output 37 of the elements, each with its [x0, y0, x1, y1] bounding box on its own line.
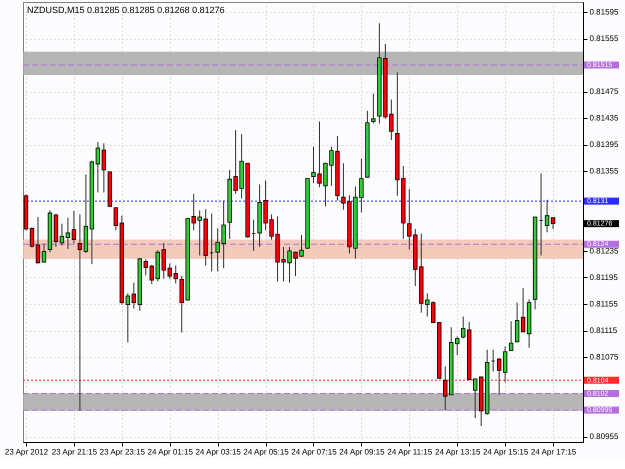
y-tick-label: 0.81595 [590, 7, 619, 16]
x-tick-label: 23 Apr 21:15 [52, 448, 98, 456]
x-tick-label: 24 Apr 09:15 [339, 448, 386, 456]
candlestick [30, 227, 34, 248]
x-tick-label: 24 Apr 05:15 [243, 448, 290, 456]
candlestick [317, 120, 322, 188]
candlestick [311, 146, 316, 184]
candlestick [371, 93, 376, 124]
candlestick [36, 216, 40, 264]
x-tick-label: 24 Apr 15:15 [482, 448, 529, 456]
x-tick-label: 24 Apr 01:15 [148, 448, 194, 456]
x-tick-label: 24 Apr 03:15 [195, 448, 242, 456]
candlestick [299, 234, 304, 258]
y-tick-label: 0.81395 [590, 140, 619, 150]
candlestick [508, 320, 514, 351]
y-tick-label: 0.81475 [590, 87, 619, 96]
y-tick-label: 0.81555 [590, 34, 619, 43]
y-tick-label: 0.81155 [590, 299, 618, 308]
y-tick-label: 0.81435 [590, 114, 619, 123]
chart-title: NZDUSD,M15 0.81285 0.81285 0.81268 0.81276 [27, 5, 225, 15]
candlestick [293, 251, 298, 277]
x-tick-label: 24 Apr 11:15 [387, 448, 433, 456]
candlestick [287, 246, 292, 284]
x-tick-label: 23 Apr 2012 [4, 448, 49, 456]
x-tick-label: 23 Apr 23:15 [100, 448, 146, 456]
candlestick [323, 162, 328, 207]
y-tick-label: 0.81355 [590, 166, 619, 176]
y-tick-label: 0.81075 [590, 352, 619, 362]
x-tick-label: 24 Apr 13:15 [435, 448, 481, 456]
y-tick-label: 0.81115 [590, 326, 618, 336]
y-tick-label: 0.80955 [590, 432, 619, 442]
y-tick-label: 0.81195 [590, 272, 618, 282]
candlestick [42, 243, 46, 264]
x-tick-label: 24 Apr 17:15 [530, 448, 577, 456]
candlestick [281, 246, 286, 282]
x-tick-label: 24 Apr 07:15 [291, 448, 338, 456]
y-tick-label: 0.81235 [590, 246, 619, 256]
